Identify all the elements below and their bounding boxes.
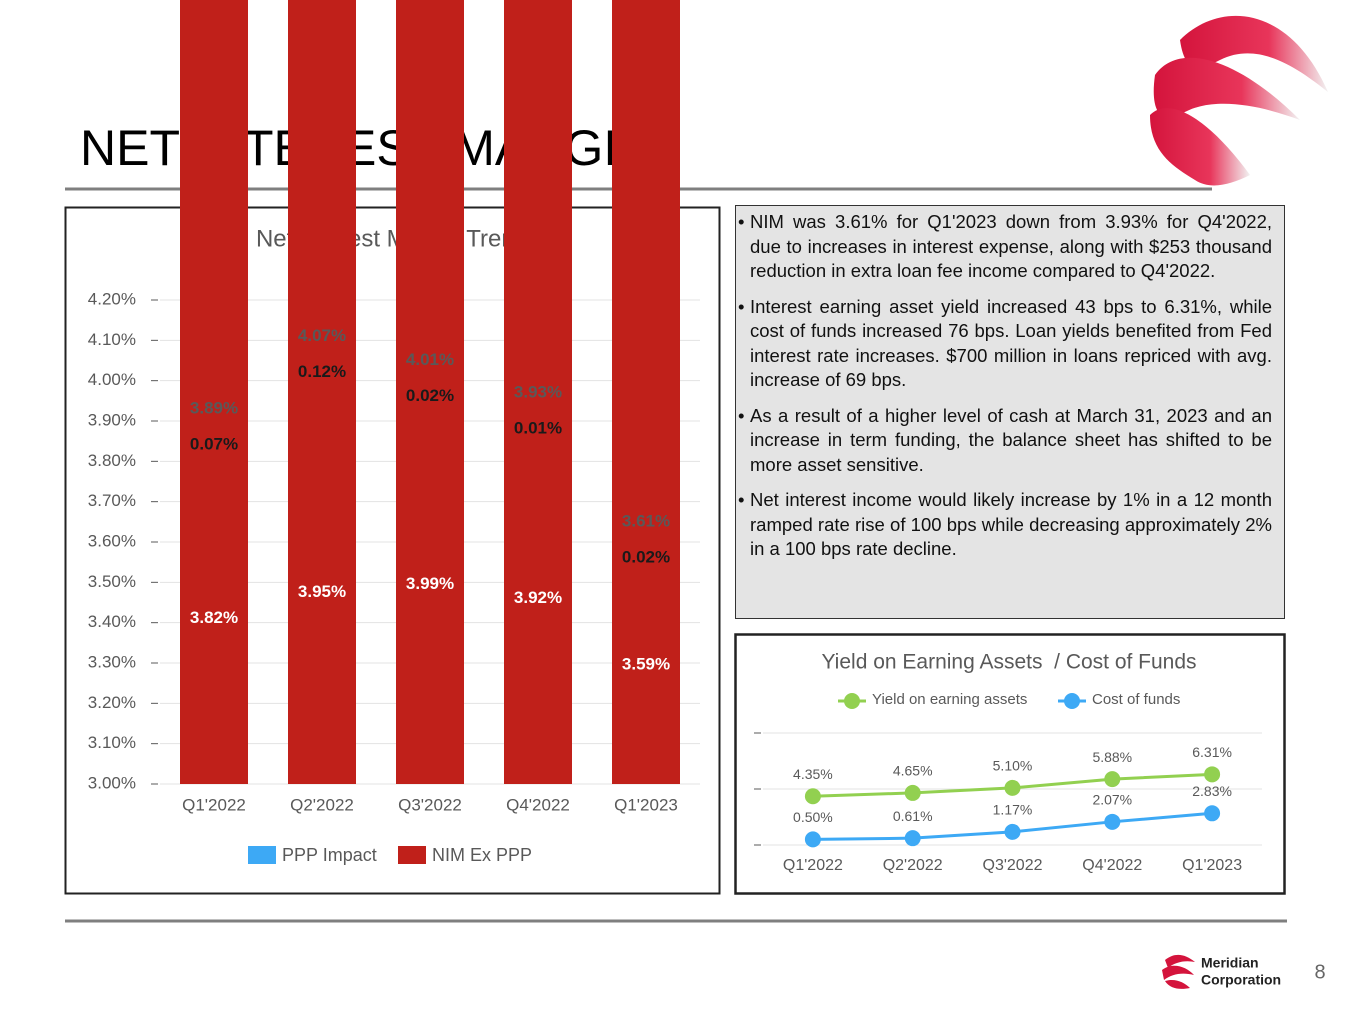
data-label: 6.31% bbox=[1192, 744, 1232, 760]
data-label: 0.12% bbox=[298, 362, 346, 381]
bar-segment bbox=[180, 0, 248, 784]
data-label: 0.07% bbox=[190, 435, 238, 454]
y-tick-label: 4.00% bbox=[88, 370, 136, 389]
y-tick-label: 4.20% bbox=[88, 289, 136, 308]
total-label: 4.01% bbox=[406, 350, 454, 369]
y-tick-label: 3.40% bbox=[88, 612, 136, 631]
x-tick-label: Q2'2022 bbox=[290, 795, 354, 814]
data-label: 4.35% bbox=[793, 766, 833, 782]
chart-frame bbox=[734, 633, 1286, 895]
logo bbox=[1150, 15, 1328, 989]
point bbox=[804, 831, 821, 848]
x-tick-label: Q1'2022 bbox=[783, 857, 843, 874]
x-tick-label: Q4'2022 bbox=[1082, 857, 1142, 874]
data-label: 0.50% bbox=[793, 809, 833, 825]
data-label: 0.02% bbox=[406, 386, 454, 405]
point bbox=[1004, 779, 1021, 796]
total-label: 3.93% bbox=[514, 382, 562, 401]
bullet: Interest earning asset yield increased 4… bbox=[738, 295, 1272, 393]
total-label: 3.89% bbox=[190, 399, 238, 418]
x-tick-label: Q4'2022 bbox=[506, 795, 570, 814]
y-tick-label: 3.20% bbox=[88, 693, 136, 712]
data-label: 3.82% bbox=[190, 608, 238, 627]
bar-segment bbox=[288, 0, 356, 784]
data-label: 0.02% bbox=[622, 547, 670, 566]
data-label: 3.95% bbox=[298, 582, 346, 601]
legend-marker bbox=[844, 693, 860, 709]
bullet: Net interest income would likely increas… bbox=[738, 488, 1272, 562]
legend-swatch bbox=[248, 846, 276, 864]
bullet: As a result of a higher level of cash at… bbox=[738, 404, 1272, 478]
point bbox=[904, 784, 921, 801]
x-tick-label: Q2'2022 bbox=[883, 857, 943, 874]
point bbox=[1004, 823, 1021, 840]
chart-title: Yield on Earning Assets / Cost of Funds bbox=[821, 651, 1196, 674]
point bbox=[904, 830, 921, 847]
y-tick-label: 3.10% bbox=[88, 733, 136, 752]
legend-marker bbox=[1064, 693, 1080, 709]
legend-label: PPP Impact bbox=[282, 845, 377, 865]
data-label: 0.61% bbox=[893, 808, 933, 824]
bar-segment bbox=[504, 0, 572, 784]
company-name: Meridian bbox=[1201, 955, 1259, 971]
legend-swatch bbox=[398, 846, 426, 864]
data-label: 1.17% bbox=[993, 802, 1033, 818]
x-tick-label: Q1'2023 bbox=[1182, 857, 1242, 874]
y-tick-label: 4.10% bbox=[88, 330, 136, 349]
data-label: 0.01% bbox=[514, 418, 562, 437]
y-tick-label: 3.80% bbox=[88, 451, 136, 470]
x-tick-label: Q1'2022 bbox=[182, 795, 246, 814]
data-label: 3.92% bbox=[514, 588, 562, 607]
x-tick-label: Q3'2022 bbox=[398, 795, 462, 814]
point bbox=[804, 788, 821, 805]
y-tick-label: 3.70% bbox=[88, 491, 136, 510]
point bbox=[1104, 813, 1121, 830]
x-tick-label: Q3'2022 bbox=[983, 857, 1043, 874]
data-label: 4.65% bbox=[893, 763, 933, 779]
data-label: 5.88% bbox=[1092, 749, 1132, 765]
text-box: NIM was 3.61% for Q1'2023 down from 3.93… bbox=[735, 205, 1285, 619]
data-label: 3.99% bbox=[406, 574, 454, 593]
point bbox=[1204, 766, 1221, 783]
bar-segment bbox=[612, 0, 680, 784]
legend-label: Cost of funds bbox=[1092, 691, 1180, 708]
total-label: 3.61% bbox=[622, 511, 670, 530]
y-tick-label: 3.90% bbox=[88, 410, 136, 429]
legend-label: NIM Ex PPP bbox=[432, 845, 532, 865]
y-tick-label: 3.30% bbox=[88, 652, 136, 671]
data-label: 2.07% bbox=[1092, 792, 1132, 808]
total-label: 4.07% bbox=[298, 326, 346, 345]
bar-segment bbox=[396, 0, 464, 785]
data-label: 2.83% bbox=[1192, 783, 1232, 799]
legend-label: Yield on earning assets bbox=[872, 691, 1027, 708]
bullet: NIM was 3.61% for Q1'2023 down from 3.93… bbox=[738, 210, 1272, 284]
x-tick-label: Q1'2023 bbox=[614, 795, 678, 814]
data-label: 5.10% bbox=[993, 758, 1033, 774]
y-tick-label: 3.60% bbox=[88, 531, 136, 550]
data-label: 3.59% bbox=[622, 655, 670, 674]
y-tick-label: 3.00% bbox=[88, 773, 136, 792]
chart-frame bbox=[64, 206, 721, 895]
page-number: 8 bbox=[1314, 961, 1325, 983]
company-name: Corporation bbox=[1201, 972, 1281, 988]
point bbox=[1204, 805, 1221, 822]
point bbox=[1104, 771, 1121, 788]
y-tick-label: 3.50% bbox=[88, 572, 136, 591]
